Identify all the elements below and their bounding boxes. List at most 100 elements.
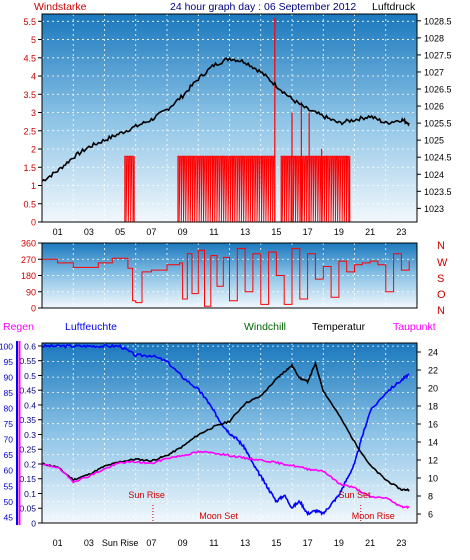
sun-rise-hour-label: Sun Rise <box>102 538 139 548</box>
regen-tick-label: 0.55 <box>19 356 36 366</box>
luftdruck-tick-label: 1027.5 <box>424 50 452 60</box>
annotations: Sun Rise Moon Set Sun Set Moon Rise <box>128 490 395 523</box>
hour-tick-label: 09 <box>178 538 188 548</box>
pressure-line <box>41 57 410 182</box>
windstarke-tick-label: 3.5 <box>23 90 36 100</box>
data-series <box>41 17 410 517</box>
windstarke-tick-label: 4 <box>31 72 36 82</box>
windstarke-tick-label: 1 <box>31 181 36 191</box>
luftdruck-tick-label: 1024 <box>424 170 444 180</box>
luftdruck-tick-label: 1025 <box>424 136 444 146</box>
windstarke-tick-label: 4.5 <box>23 53 36 63</box>
hour-tick-label: 13 <box>240 227 250 237</box>
taupunkt-label: Taupunkt <box>393 321 436 333</box>
regen-tick-label: 0.15 <box>19 474 36 484</box>
regen-tick-label: 0.6 <box>24 341 36 351</box>
humidity-tick-label: 95 <box>4 357 14 367</box>
hour-tick-label: 01 <box>53 227 63 237</box>
regen-label: Regen <box>3 321 34 333</box>
temperature-tick-label: 18 <box>428 402 438 412</box>
luftfeuchte-label: Luftfeuchte <box>65 321 117 333</box>
hour-tick-label: 23 <box>396 538 406 548</box>
hour-tick-label: 19 <box>334 538 344 548</box>
windstarke-tick-label: 0.5 <box>23 199 36 209</box>
direction-tick-label: 180 <box>21 271 36 281</box>
hour-tick-label: 15 <box>271 227 281 237</box>
regen-tick-label: 0.25 <box>19 445 36 455</box>
event-annotation: Moon Set <box>199 511 238 521</box>
temperature-tick-label: 6 <box>428 510 433 520</box>
hour-tick-label: 03 <box>84 538 94 548</box>
windstarke-tick-label: 0 <box>31 218 36 228</box>
temperature-tick-label: 16 <box>428 420 438 430</box>
humidity-tick-label: 90 <box>4 373 14 383</box>
humidity-tick-label: 85 <box>4 388 14 398</box>
hour-tick-label: 11 <box>209 538 218 548</box>
temperature-tick-label: 8 <box>428 492 433 502</box>
humidity-tick-label: 45 <box>4 512 14 522</box>
compass-label-n-bottom: N <box>437 305 445 317</box>
humidity-line <box>41 343 410 517</box>
windchill-label: Windchill <box>244 321 286 333</box>
regen-tick-label: 0.3 <box>24 430 36 440</box>
humidity-tick-label: 65 <box>4 450 14 460</box>
luftdruck-tick-label: 1023 <box>424 204 444 214</box>
event-annotation: Sun Rise <box>128 490 165 500</box>
luftdruck-tick-label: 1025.5 <box>424 119 452 129</box>
temperature-tick-label: 10 <box>428 474 438 484</box>
hour-tick-label: 19 <box>334 227 344 237</box>
luftdruck-tick-label: 1024.5 <box>424 153 452 163</box>
direction-tick-label: 0 <box>31 304 36 314</box>
compass-label-n-top: N <box>437 240 445 252</box>
compass-label-s: S <box>437 273 444 285</box>
windstarke-tick-label: 1.5 <box>23 163 36 173</box>
luftdruck-tick-label: 1026.5 <box>424 85 452 95</box>
wind-gust-series <box>124 155 135 223</box>
hour-tick-label: 05 <box>115 227 125 237</box>
luftdruck-tick-label: 1028 <box>424 33 444 43</box>
graph-day-title: 24 hour graph day : 06 September 2012 <box>170 1 356 13</box>
humidity-tick-label: 100 <box>0 342 13 352</box>
compass-label-o: O <box>437 289 446 301</box>
regen-tick-label: 0.4 <box>24 400 36 410</box>
direction-tick-label: 270 <box>21 255 36 265</box>
event-annotation: Moon Rise <box>352 511 395 521</box>
axis-ticks: 00.511.522.533.544.555.510231023.5102410… <box>0 16 452 548</box>
temperatur-label: Temperatur <box>312 321 366 333</box>
windstarke-tick-label: 2 <box>31 145 36 155</box>
windstarke-tick-label: 5.5 <box>23 17 36 27</box>
windstarke-title: Windstarke <box>34 1 87 13</box>
direction-tick-label: 90 <box>26 287 36 297</box>
hour-tick-label: 03 <box>84 227 94 237</box>
direction-tick-label: 360 <box>21 239 36 249</box>
humidity-tick-label: 50 <box>4 497 14 507</box>
humidity-tick-label: 55 <box>4 481 14 491</box>
temperature-tick-label: 20 <box>428 384 438 394</box>
dewpoint-line <box>41 450 410 509</box>
temperature-tick-label: 24 <box>428 348 438 358</box>
event-annotation: Sun Set <box>338 490 371 500</box>
hour-tick-label: 15 <box>271 538 281 548</box>
luftdruck-tick-label: 1027 <box>424 67 444 77</box>
humidity-tick-label: 75 <box>4 419 14 429</box>
regen-tick-label: 0.5 <box>24 371 36 381</box>
hour-tick-label: 21 <box>365 538 375 548</box>
direction-plot-border <box>41 242 418 309</box>
regen-tick-label: 0 <box>31 519 36 529</box>
top-plot-area <box>42 14 417 222</box>
regen-tick-label: 0.05 <box>19 504 36 514</box>
hour-tick-label: 17 <box>303 538 313 548</box>
luftdruck-tick-label: 1028.5 <box>424 16 452 26</box>
temperature-line <box>41 360 410 492</box>
windstarke-tick-label: 3 <box>31 108 36 118</box>
bottom-plot-border <box>41 342 418 524</box>
hour-tick-label: 21 <box>365 227 375 237</box>
luftdruck-title: Luftdruck <box>372 1 416 13</box>
regen-tick-label: 0.1 <box>24 489 36 499</box>
wind-direction-line <box>42 247 410 307</box>
temperature-tick-label: 12 <box>428 456 438 466</box>
regen-tick-label: 0.45 <box>19 386 36 396</box>
luftdruck-tick-label: 1023.5 <box>424 187 452 197</box>
